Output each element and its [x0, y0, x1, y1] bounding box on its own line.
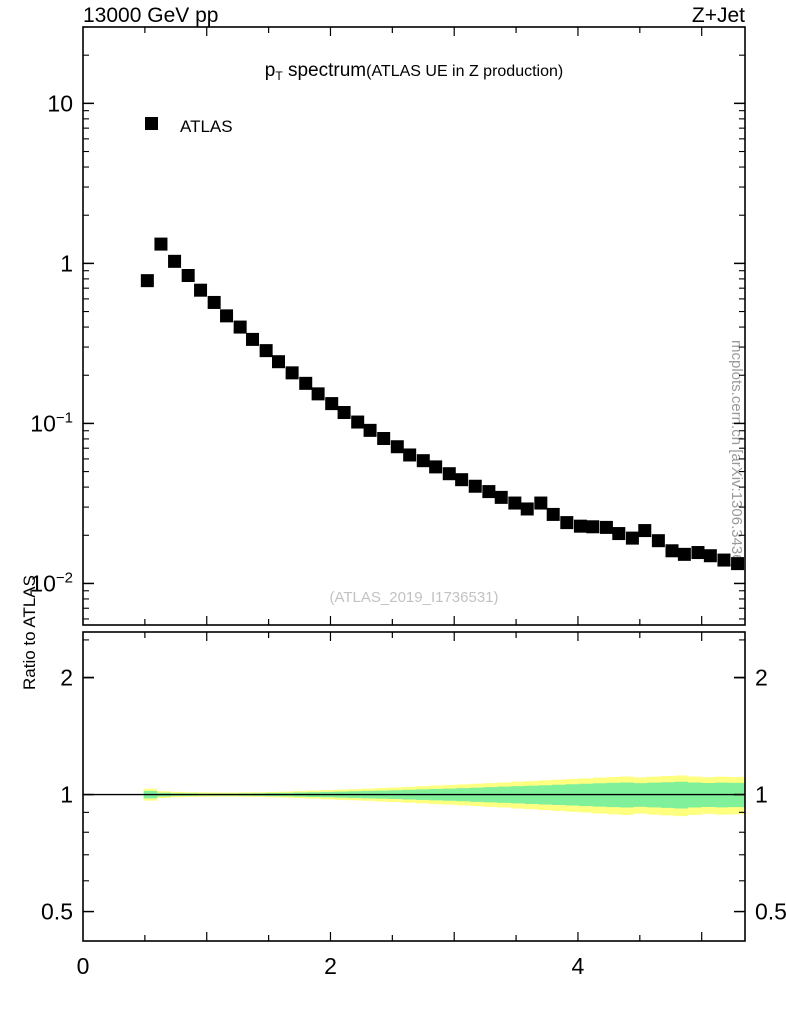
data-point-marker [390, 440, 404, 454]
main-ytick-label: 10 [47, 90, 73, 116]
ratio-ytick-label-left: 0.5 [41, 899, 73, 925]
main-frame [82, 26, 746, 626]
data-point-marker [520, 502, 534, 516]
header-right-label: Z+Jet [691, 4, 745, 27]
ratio-panel: 2 2 1 1 0.5 0.5 0 2 4 [41, 631, 786, 979]
legend-marker-square [145, 117, 158, 130]
main-panel: 10 1 10−1 10−2 [30, 26, 746, 626]
legend-entry-atlas-label: ATLAS [180, 117, 233, 136]
data-point-marker [651, 534, 665, 548]
data-point-marker [299, 376, 313, 390]
ratio-ytick-label-right: 0.5 [755, 899, 786, 925]
data-point-marker [468, 479, 482, 493]
data-point-marker [455, 473, 469, 487]
plot-title: pT spectrum(ATLAS UE in Z production) [83, 60, 745, 83]
data-point-marker [625, 531, 639, 545]
data-point-marker [272, 355, 286, 369]
ratio-ytick-label-left: 2 [60, 665, 73, 691]
header-left-label: 13000 GeV pp [83, 4, 219, 27]
main-ytick-label: 1 [60, 250, 73, 276]
data-point-marker [677, 547, 691, 561]
ratio-ytick-label-left: 1 [60, 782, 73, 808]
data-point-marker [586, 520, 600, 534]
ratio-ytick-label-right: 1 [755, 782, 768, 808]
data-point-marker [638, 524, 652, 538]
data-point-marker [311, 387, 325, 401]
data-point-marker [560, 516, 574, 530]
data-point-marker [168, 254, 182, 268]
data-point-marker [429, 460, 443, 474]
data-point-marker [508, 496, 522, 510]
ratio-frame [82, 631, 746, 942]
data-point-marker [194, 283, 208, 297]
data-point-marker [140, 274, 154, 288]
data-series-atlas [140, 237, 745, 571]
plot-title-rest: spectrum [282, 60, 367, 81]
data-point-marker [220, 309, 234, 323]
data-point-marker [207, 295, 221, 309]
data-point-marker [337, 406, 351, 420]
plot-title-paren: (ATLAS UE in Z production) [366, 63, 564, 80]
data-point-marker [233, 320, 247, 334]
data-point-marker [494, 490, 508, 504]
main-ytick-label: 10−2 [30, 569, 73, 596]
ratio-ytick-label-right: 2 [755, 665, 768, 691]
data-point-marker [717, 553, 731, 567]
data-point-marker [534, 496, 548, 510]
data-point-marker [363, 423, 377, 437]
data-point-marker [181, 269, 195, 283]
data-point-marker [351, 415, 365, 429]
data-point-marker [612, 527, 626, 541]
data-point-marker [442, 467, 456, 481]
data-point-marker [154, 237, 168, 251]
x-axis-tick-label: 0 [77, 953, 90, 979]
plot-title-pt: pT [264, 60, 283, 84]
data-point-marker [665, 544, 679, 558]
data-point-marker [691, 546, 705, 560]
data-point-marker [403, 448, 417, 462]
x-axis-tick-label: 2 [324, 953, 337, 979]
data-point-marker [325, 397, 339, 411]
data-point-marker [546, 507, 560, 521]
x-axis-tick-label: 4 [572, 953, 585, 979]
analysis-tag: (ATLAS_2019_I1736531) [329, 589, 499, 606]
main-ytick-label: 10−1 [30, 409, 73, 436]
data-point-marker [573, 519, 587, 533]
data-point-marker [259, 344, 273, 358]
data-point-marker [285, 366, 299, 380]
data-point-marker [731, 557, 745, 571]
data-point-marker [703, 549, 717, 563]
data-point-marker [377, 431, 391, 445]
data-point-marker [482, 485, 496, 499]
data-point-marker [416, 454, 430, 468]
data-point-marker [246, 332, 260, 346]
data-point-marker [599, 520, 613, 534]
legend-marker-group [145, 117, 158, 130]
